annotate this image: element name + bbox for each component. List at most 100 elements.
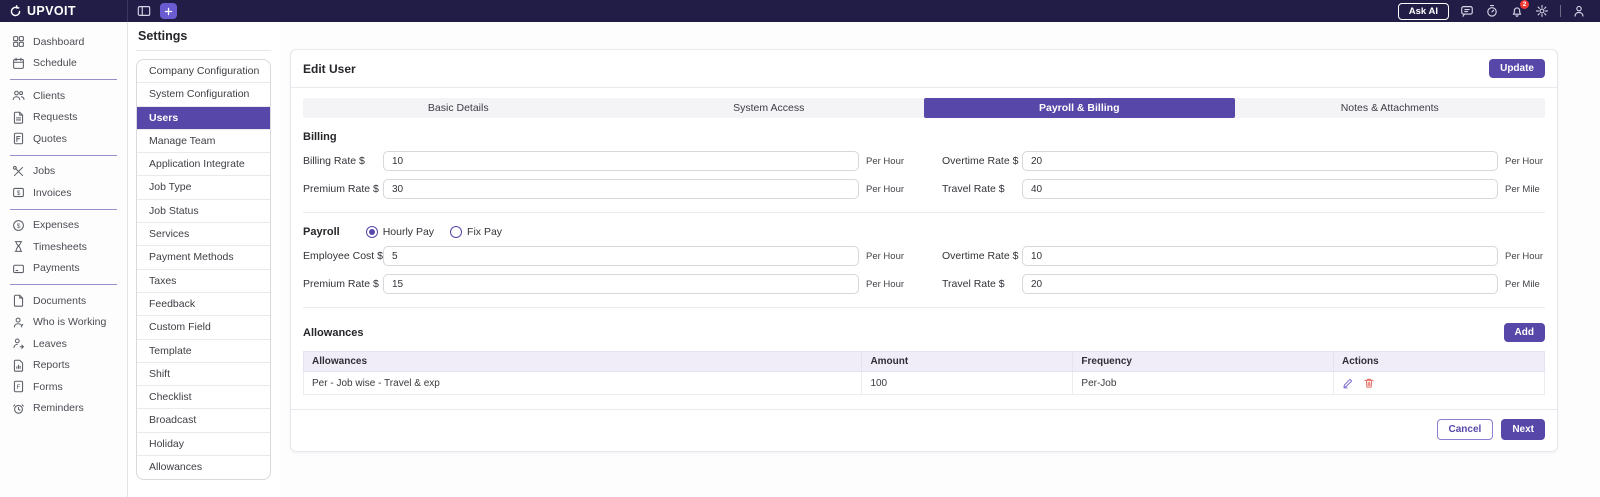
dashboard-icon [12, 35, 25, 48]
radio-label: Hourly Pay [382, 226, 435, 238]
payroll-overtime-rate-input[interactable] [1022, 246, 1498, 266]
documents-icon [12, 294, 25, 307]
radio-fix-pay[interactable]: Fix Pay [450, 226, 502, 238]
sidebar-item-forms[interactable]: F Forms [0, 376, 127, 398]
settings-item-company-configuration[interactable]: Company Configuration [137, 60, 270, 84]
sidebar-item-quotes[interactable]: Quotes [0, 128, 127, 150]
settings-item-shift[interactable]: Shift [137, 363, 270, 387]
table-row: Per - Job wise - Travel & exp 100 Per-Jo… [302, 371, 1545, 395]
settings-item-manage-team[interactable]: Manage Team [137, 130, 270, 154]
sidebar-item-who-is-working[interactable]: Who is Working [0, 312, 127, 334]
add-allowance-button[interactable]: Add [1503, 323, 1545, 342]
settings-item-job-status[interactable]: Job Status [137, 200, 270, 224]
allowances-section-title: Allowances [303, 326, 364, 339]
sidebar-item-requests[interactable]: Requests [0, 107, 127, 129]
sidebar-item-reports[interactable]: Reports [0, 355, 127, 377]
sidebar-divider [10, 284, 117, 285]
settings-item-taxes[interactable]: Taxes [137, 270, 270, 293]
settings-item-job-type[interactable]: Job Type [137, 176, 270, 200]
sidebar: Dashboard Schedule Clients Requests Quot… [0, 22, 128, 497]
employee-cost-input[interactable] [383, 246, 859, 266]
radio-hourly-pay[interactable]: Hourly Pay [365, 226, 435, 238]
sidebar-item-leaves[interactable]: Leaves [0, 333, 127, 355]
sidebar-item-label: Reminders [33, 402, 84, 415]
settings-item-application-integrate[interactable]: Application Integrate [137, 153, 270, 177]
column-header-frequency: Frequency [1072, 351, 1335, 372]
reminders-icon [12, 402, 25, 415]
sidebar-item-expenses[interactable]: $ Expenses [0, 215, 127, 237]
create-new-button[interactable] [160, 3, 177, 19]
svg-text:$: $ [17, 223, 21, 230]
logo-icon [9, 4, 22, 18]
settings-menu: Company Configuration System Configurati… [136, 59, 271, 481]
gear-icon[interactable] [1535, 4, 1549, 18]
pay-type-radio-group: Hourly Pay Fix Pay [365, 226, 502, 238]
card-footer: Cancel Next [291, 409, 1557, 451]
settings-item-holiday[interactable]: Holiday [137, 433, 270, 457]
update-button[interactable]: Update [1489, 59, 1545, 78]
payroll-premium-rate-input[interactable] [383, 274, 859, 294]
sidebar-item-label: Leaves [33, 337, 67, 350]
brand-name: UPVOIT [27, 4, 76, 18]
next-button[interactable]: Next [1501, 419, 1545, 440]
sidebar-item-label: Documents [33, 294, 87, 307]
sidebar-item-jobs[interactable]: Jobs [0, 161, 127, 183]
user-icon[interactable] [1572, 4, 1586, 18]
notifications-button[interactable]: 2 [1510, 0, 1529, 18]
payroll-premium-rate-label: Premium Rate $ [303, 278, 379, 290]
settings-item-custom-field[interactable]: Custom Field [137, 316, 270, 340]
sidebar-item-invoices[interactable]: $ Invoices [0, 182, 127, 204]
payroll-travel-rate-unit: Per Mile [1505, 278, 1540, 290]
sidebar-item-clients[interactable]: Clients [0, 85, 127, 107]
payroll-travel-rate-input[interactable] [1022, 274, 1498, 294]
settings-item-payment-methods[interactable]: Payment Methods [137, 246, 270, 270]
billing-travel-rate-input[interactable] [1022, 179, 1498, 199]
timer-icon[interactable] [1485, 4, 1499, 18]
sidebar-item-documents[interactable]: Documents [0, 290, 127, 312]
billing-rate-label: Billing Rate $ [303, 155, 365, 167]
billing-overtime-rate-label: Overtime Rate $ [942, 155, 1019, 167]
settings-item-broadcast[interactable]: Broadcast [137, 409, 270, 433]
billing-rate-input[interactable] [383, 151, 859, 171]
sidebar-divider [10, 154, 117, 156]
settings-item-checklist[interactable]: Checklist [137, 386, 270, 410]
tab-basic-details[interactable]: Basic Details [427, 102, 489, 114]
sidebar-item-reminders[interactable]: Reminders [0, 398, 127, 420]
cancel-button[interactable]: Cancel [1436, 419, 1494, 440]
ask-ai-button[interactable]: Ask AI [1397, 2, 1449, 20]
tab-notes-attachments[interactable]: Notes & Attachments [1340, 102, 1439, 114]
sidebar-item-payments[interactable]: Payments [0, 258, 127, 280]
app-logo[interactable]: UPVOIT [0, 0, 128, 22]
settings-item-allowances[interactable]: Allowances [149, 461, 203, 474]
sidebar-item-schedule[interactable]: Schedule [0, 53, 127, 75]
tab-system-access[interactable]: System Access [733, 102, 805, 114]
jobs-icon [12, 165, 25, 178]
settings-item-feedback[interactable]: Feedback [137, 293, 270, 317]
sidebar-item-timesheets[interactable]: Timesheets [0, 236, 127, 258]
settings-item-system-configuration[interactable]: System Configuration [137, 83, 270, 107]
edit-icon[interactable] [1342, 377, 1354, 389]
sidebar-item-label: Quotes [33, 132, 67, 145]
invoices-icon: $ [12, 186, 25, 199]
sidebar-item-dashboard[interactable]: Dashboard [0, 31, 127, 53]
svg-text:$: $ [17, 190, 21, 197]
radio-label: Fix Pay [467, 226, 503, 238]
main-content: Edit User Update Basic Details System Ac… [280, 22, 1600, 497]
settings-item-users[interactable]: Users [137, 106, 270, 130]
billing-premium-rate-input[interactable] [383, 179, 859, 199]
page-title: Settings [136, 29, 271, 51]
tab-payroll-billing[interactable]: Payroll & Billing [924, 98, 1235, 118]
panel-toggle-icon[interactable] [137, 4, 151, 18]
sidebar-item-label: Forms [33, 380, 63, 393]
delete-icon[interactable] [1363, 377, 1375, 389]
employee-cost-label: Employee Cost $ [303, 250, 383, 262]
forms-icon: F [12, 380, 25, 393]
billing-overtime-rate-input[interactable] [1022, 151, 1498, 171]
settings-item-template[interactable]: Template [137, 340, 270, 363]
sidebar-item-label: Who is Working [33, 316, 107, 329]
requests-icon [12, 111, 25, 124]
leaves-icon [12, 337, 25, 350]
sidebar-item-label: Dashboard [33, 35, 85, 48]
chat-icon[interactable] [1460, 4, 1474, 18]
settings-item-services[interactable]: Services [137, 223, 270, 247]
